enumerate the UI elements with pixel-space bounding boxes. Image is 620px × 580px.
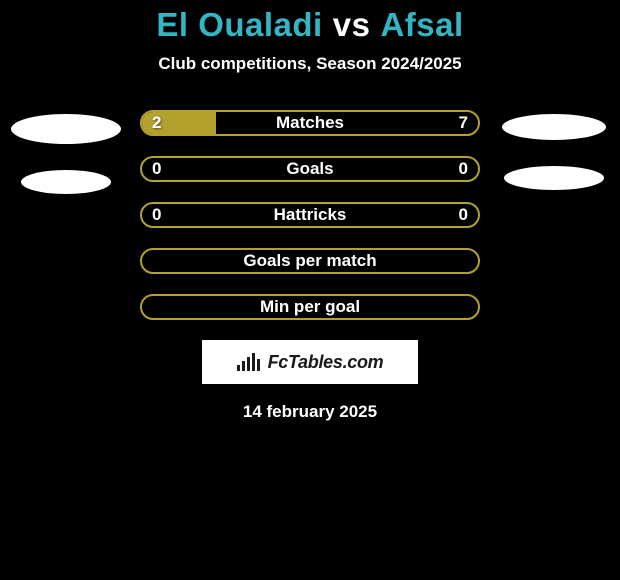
player1-avatar-placeholder	[11, 114, 121, 144]
main-row: 2 7 Matches 0 0 Goals 0 0 Hattricks Goals per mat…	[0, 110, 620, 320]
stat-label: Hattricks	[274, 205, 347, 225]
stat-bar: 0 0 Goals	[140, 156, 480, 182]
stat-bar: Min per goal	[140, 294, 480, 320]
player1-name: El Oualadi	[156, 6, 322, 44]
stat-right-value: 0	[459, 159, 468, 179]
comparison-card: El Oualadi vs Afsal Club competitions, S…	[0, 0, 620, 422]
player2-name: Afsal	[380, 6, 463, 44]
stat-bar: Goals per match	[140, 248, 480, 274]
left-avatar-column	[10, 110, 122, 194]
date-label: 14 february 2025	[243, 402, 377, 422]
right-avatar-column	[498, 110, 610, 190]
stat-bar: 0 0 Hattricks	[140, 202, 480, 228]
stat-label: Min per goal	[260, 297, 360, 317]
stat-left-value: 0	[152, 205, 161, 225]
stat-label: Goals	[286, 159, 333, 179]
title-vs: vs	[333, 6, 371, 44]
source-badge[interactable]: FcTables.com	[202, 340, 418, 384]
stat-bars: 2 7 Matches 0 0 Goals 0 0 Hattricks Goals per mat…	[140, 110, 480, 320]
player2-club-placeholder	[504, 166, 604, 190]
player1-club-placeholder	[21, 170, 111, 194]
subtitle: Club competitions, Season 2024/2025	[158, 54, 461, 74]
player2-avatar-placeholder	[502, 114, 606, 140]
source-badge-text: FcTables.com	[268, 352, 384, 373]
stat-right-value: 0	[459, 205, 468, 225]
stat-label: Goals per match	[243, 251, 376, 271]
stat-left-value: 0	[152, 159, 161, 179]
fctables-logo-icon	[237, 353, 260, 371]
stat-bar: 2 7 Matches	[140, 110, 480, 136]
stat-right-value: 7	[459, 113, 468, 133]
stat-label: Matches	[276, 113, 344, 133]
stat-left-value: 2	[152, 113, 161, 133]
title: El Oualadi vs Afsal	[156, 6, 463, 44]
